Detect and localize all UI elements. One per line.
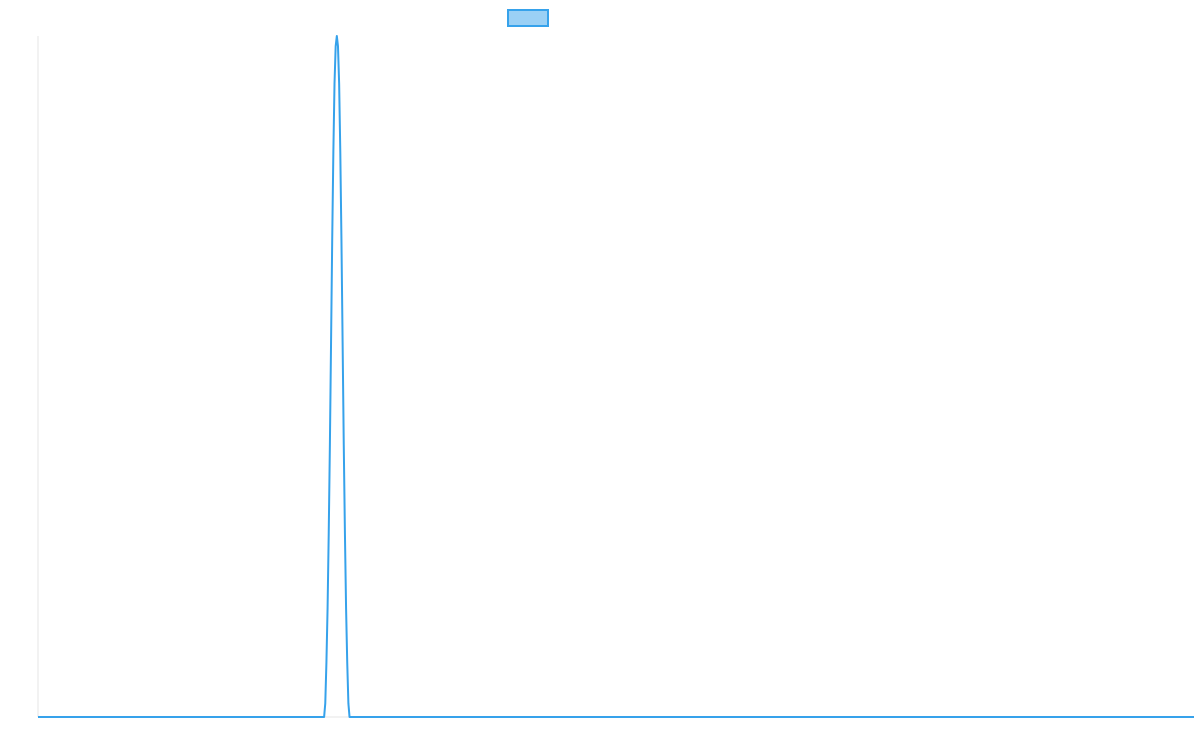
legend[interactable] xyxy=(507,9,549,27)
plot-area xyxy=(38,35,1194,718)
legend-swatch[interactable] xyxy=(507,9,549,27)
series-line xyxy=(38,35,1194,718)
axes xyxy=(37,36,1194,718)
